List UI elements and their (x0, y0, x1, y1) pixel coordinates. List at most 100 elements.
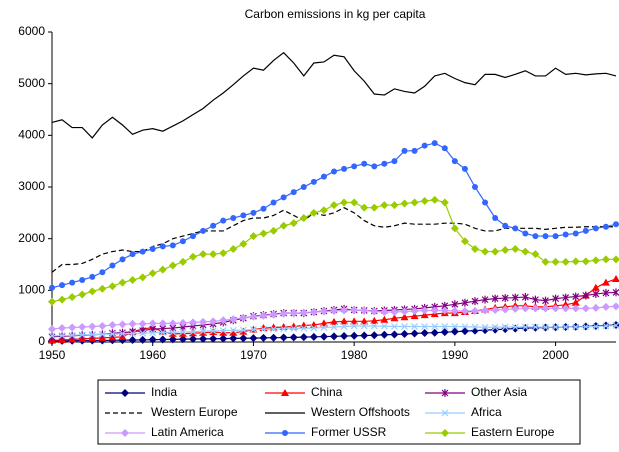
point (491, 323, 499, 331)
point (178, 257, 187, 266)
point (129, 251, 136, 258)
point (239, 239, 248, 248)
point (229, 328, 238, 336)
point (601, 255, 610, 264)
point (300, 324, 308, 332)
point (320, 173, 327, 180)
point (450, 327, 459, 336)
point (511, 293, 519, 302)
point (98, 321, 107, 330)
point (420, 328, 429, 337)
y-tick-label: 1000 (18, 283, 45, 297)
point (531, 250, 540, 259)
point (88, 331, 96, 338)
point (521, 304, 530, 313)
point (330, 307, 338, 315)
point (69, 279, 76, 286)
point (68, 331, 76, 339)
point (269, 310, 278, 319)
point (581, 257, 590, 266)
point (199, 250, 208, 259)
point (471, 323, 479, 331)
point (78, 290, 87, 299)
point (370, 322, 378, 330)
point (239, 326, 247, 334)
point (289, 219, 298, 228)
point (401, 147, 408, 154)
point (481, 295, 489, 304)
point (420, 196, 429, 205)
point (319, 332, 328, 341)
point (511, 324, 520, 333)
point (189, 318, 197, 327)
point (331, 168, 337, 175)
y-tick-label: 3000 (18, 179, 45, 193)
point (390, 308, 399, 317)
point (309, 332, 318, 341)
point (249, 232, 258, 241)
point (390, 330, 399, 339)
point (299, 333, 308, 342)
point (521, 247, 530, 256)
point (178, 335, 187, 344)
point (512, 225, 519, 232)
point (78, 331, 86, 339)
point (551, 304, 560, 313)
point (450, 307, 459, 315)
point (138, 335, 147, 344)
point (290, 189, 297, 196)
point (169, 328, 177, 336)
point (229, 334, 238, 343)
point (521, 293, 529, 302)
point (138, 319, 147, 328)
point (430, 328, 439, 337)
point (552, 294, 559, 303)
y-tick-label: 4000 (18, 128, 45, 142)
point (59, 282, 66, 289)
series-line (51, 199, 616, 303)
point (239, 313, 248, 322)
point (309, 208, 318, 217)
point (58, 332, 66, 339)
point (613, 221, 619, 228)
point (542, 323, 549, 331)
point (129, 330, 136, 337)
point (571, 298, 580, 306)
legend-marker (282, 430, 288, 436)
point (561, 257, 570, 266)
legend-marker (121, 429, 129, 437)
point (259, 311, 268, 320)
point (551, 257, 560, 266)
point (199, 317, 208, 326)
point (118, 278, 127, 287)
point (250, 209, 257, 216)
point (440, 328, 449, 337)
point (279, 221, 288, 230)
point (481, 326, 490, 335)
point (168, 261, 177, 270)
point (340, 332, 349, 341)
point (138, 273, 147, 282)
point (602, 322, 610, 330)
point (451, 323, 459, 330)
point (249, 334, 258, 343)
point (360, 317, 369, 325)
y-tick-label: 2000 (18, 231, 45, 245)
point (380, 201, 389, 210)
x-tick-label: 1990 (442, 348, 469, 362)
x-tick-label: 1950 (39, 348, 66, 362)
point (522, 230, 529, 237)
point (542, 233, 549, 240)
point (350, 322, 358, 330)
point (279, 333, 288, 342)
point (431, 323, 439, 330)
point (299, 214, 308, 222)
point (178, 318, 187, 327)
point (48, 332, 56, 340)
point (450, 224, 459, 233)
point (229, 245, 238, 253)
point (179, 328, 187, 336)
point (200, 227, 207, 234)
point (78, 323, 87, 332)
point (400, 313, 409, 321)
